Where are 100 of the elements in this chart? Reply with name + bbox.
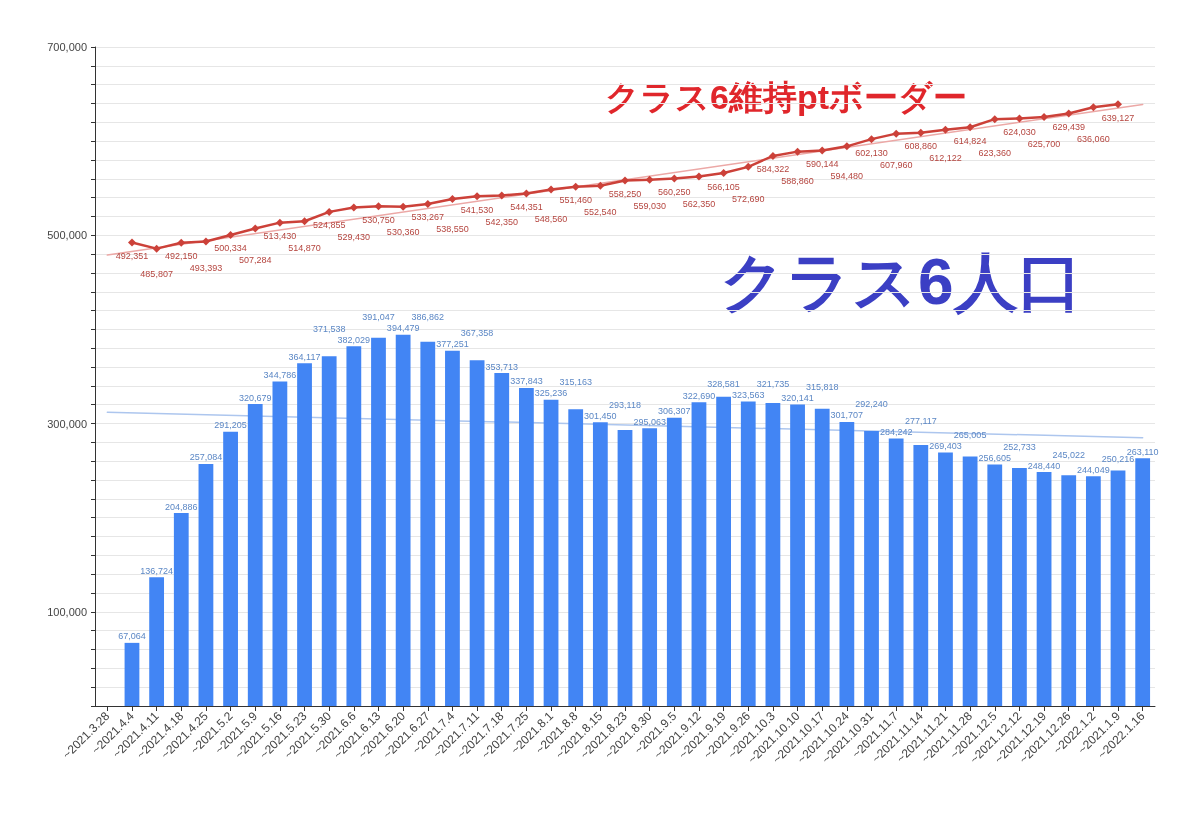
bar: [1110, 470, 1126, 706]
point: [768, 151, 777, 160]
bar: [962, 456, 978, 706]
data-label: 391,047: [362, 312, 395, 323]
bar: [198, 463, 214, 706]
bar: [519, 387, 534, 706]
data-label: 533,267: [411, 212, 445, 223]
point: [473, 192, 482, 201]
bar: [765, 403, 781, 706]
point: [793, 147, 802, 156]
bar: [716, 396, 731, 706]
point: [719, 169, 728, 178]
bar: [864, 430, 879, 706]
bar: [420, 341, 436, 706]
data-label: 529,430: [337, 232, 371, 243]
point: [1015, 114, 1024, 123]
point: [670, 174, 679, 183]
point: [1040, 112, 1049, 121]
point: [596, 181, 605, 190]
bar: [888, 438, 904, 706]
point: [571, 182, 580, 191]
data-label: 315,163: [559, 377, 592, 388]
data-label: 386,862: [411, 312, 445, 323]
bar: [913, 445, 929, 706]
bar: [592, 422, 608, 706]
bar: [445, 350, 460, 706]
data-label: 67,064: [118, 631, 146, 642]
data-label: 513,430: [263, 231, 297, 242]
data-label: 507,284: [238, 255, 272, 266]
point: [127, 238, 136, 247]
data-label: 265,005: [953, 429, 987, 440]
point: [275, 218, 284, 227]
data-label: 136,724: [140, 565, 173, 576]
bar: [1012, 468, 1027, 706]
point: [497, 191, 506, 200]
bar: [321, 356, 337, 706]
data-label: 248,440: [1027, 460, 1061, 471]
bar: [790, 404, 805, 706]
y-tick-label: 700,000: [47, 41, 87, 53]
data-label: 244,049: [1077, 464, 1110, 475]
bar: [1061, 475, 1077, 706]
data-label: 572,690: [731, 193, 765, 204]
data-label: 322,690: [682, 390, 716, 401]
bar: [272, 381, 288, 706]
data-label: 204,886: [165, 501, 198, 512]
bar: [223, 431, 238, 706]
bar: [346, 346, 362, 706]
point: [645, 175, 654, 184]
data-label: 256,605: [978, 452, 1012, 463]
data-label: 524,855: [312, 220, 346, 231]
data-label: 602,130: [855, 147, 888, 158]
data-label: 377,251: [436, 339, 469, 350]
point: [399, 202, 408, 211]
data-label: 306,307: [658, 405, 691, 416]
data-label: 548,560: [534, 214, 568, 225]
data-label: 514,870: [288, 243, 321, 254]
data-label: 629,439: [1052, 121, 1085, 132]
data-label: 277,117: [904, 415, 937, 426]
bar: [740, 401, 756, 706]
data-label: 607,960: [879, 159, 913, 170]
data-label: 559,030: [633, 200, 666, 211]
data-label: 562,350: [682, 199, 716, 210]
data-label: 337,843: [510, 376, 543, 387]
bar: [124, 642, 140, 706]
bar: [642, 428, 658, 706]
bar: [469, 360, 485, 706]
point: [152, 244, 161, 253]
data-label: 588,860: [781, 176, 814, 187]
data-label: 321,735: [756, 378, 790, 389]
bar: [666, 417, 682, 706]
point: [916, 128, 925, 137]
point: [842, 142, 851, 151]
y-tick-label: 100,000: [47, 605, 87, 618]
point: [177, 238, 186, 247]
point: [374, 202, 383, 211]
data-label: 541,530: [460, 204, 494, 215]
bar: [247, 404, 263, 706]
point: [990, 115, 999, 124]
point: [226, 230, 235, 239]
bar: [173, 513, 189, 706]
bar: [371, 337, 386, 706]
data-label: 382,029: [337, 334, 371, 345]
data-label: 608,860: [904, 141, 938, 152]
bar: [1085, 476, 1101, 706]
data-label: 542,350: [485, 216, 519, 227]
bar: [1036, 472, 1052, 706]
point: [300, 217, 309, 226]
data-label: 485,807: [140, 269, 173, 280]
point: [818, 146, 827, 155]
bar: [617, 430, 633, 706]
point: [1064, 109, 1073, 118]
data-label: 560,250: [658, 187, 691, 198]
data-label: 284,242: [879, 426, 913, 437]
data-label: 584,322: [756, 164, 790, 175]
data-label: 636,060: [1077, 133, 1110, 144]
data-label: 295,063: [633, 416, 666, 427]
point: [1089, 103, 1098, 112]
data-label: 344,786: [263, 369, 297, 380]
data-label: 612,122: [929, 153, 962, 164]
data-label: 293,118: [609, 399, 641, 410]
